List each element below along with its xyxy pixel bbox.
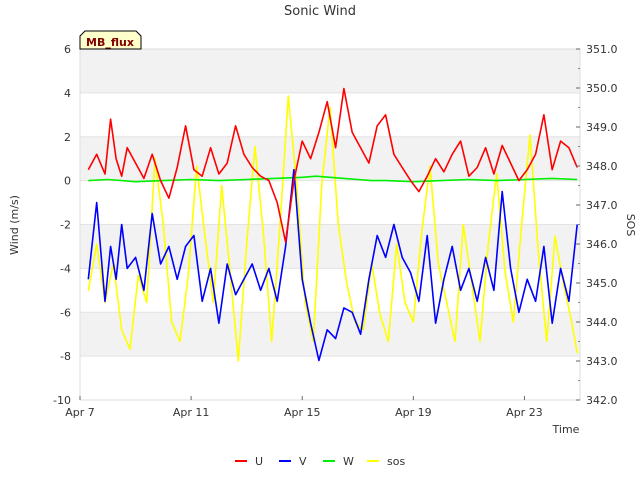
right-tick-label: 342.0 xyxy=(586,394,618,407)
left-tick-label: -10 xyxy=(53,394,71,407)
right-tick-label: 343.0 xyxy=(586,355,618,368)
left-tick-label: -8 xyxy=(60,350,71,363)
series-line-sos xyxy=(87,95,578,362)
right-tick-label: 351.0 xyxy=(586,43,618,56)
left-tick-label: 4 xyxy=(64,87,71,100)
left-tick-label: -6 xyxy=(60,306,71,319)
left-tick-label: 0 xyxy=(64,175,71,188)
legend-label-v: V xyxy=(299,455,307,468)
chart-title: Sonic Wind xyxy=(284,4,356,19)
x-tick-label: Apr 23 xyxy=(506,406,543,419)
right-tick-label: 347.0 xyxy=(586,199,618,212)
right-axis-label: SOS xyxy=(624,214,637,237)
site-badge: MB_flux xyxy=(79,30,142,50)
left-tick-label: -2 xyxy=(60,219,71,232)
right-tick-label: 350.0 xyxy=(586,82,618,95)
site-badge-shape xyxy=(79,30,142,50)
x-tick-label: Apr 15 xyxy=(284,406,321,419)
band-3 xyxy=(80,312,580,357)
series-line-u xyxy=(87,87,578,243)
x-axis-label: Time xyxy=(552,423,580,436)
series-line-v xyxy=(87,168,578,362)
left-tick-label: -4 xyxy=(60,262,71,275)
site-badge-label: MB_flux xyxy=(86,36,134,49)
x-tick-label: Apr 11 xyxy=(173,406,210,419)
x-axis-ticks: Apr 7 Apr 11 Apr 15 Apr 19 Apr 23 xyxy=(65,396,543,419)
legend-label-w: W xyxy=(343,455,354,468)
left-tick-label: 2 xyxy=(64,131,71,144)
left-tick-label: 6 xyxy=(64,43,71,56)
legend-label-sos: sos xyxy=(387,455,405,468)
right-tick-label: 348.0 xyxy=(586,160,618,173)
x-tick-label: Apr 7 xyxy=(65,406,95,419)
series-layer xyxy=(87,87,578,362)
right-tick-label: 344.0 xyxy=(586,316,618,329)
band-0 xyxy=(80,49,580,93)
right-tick-label: 346.0 xyxy=(586,238,618,251)
right-tick-label: 349.0 xyxy=(586,121,618,134)
series-line-w xyxy=(88,175,578,183)
right-axis-ticks: 342.0 343.0 344.0 345.0 346.0 347.0 348.0 349.0… xyxy=(576,43,618,407)
left-axis-label: Wind (m/s) xyxy=(8,195,21,255)
left-axis-ticks: -10 -8 -6 -4 -2 0 2 4 6 xyxy=(53,43,71,407)
legend-label-u: U xyxy=(255,455,263,468)
background-bands xyxy=(80,49,580,357)
right-tick-label: 345.0 xyxy=(586,277,618,290)
x-tick-label: Apr 19 xyxy=(395,406,432,419)
